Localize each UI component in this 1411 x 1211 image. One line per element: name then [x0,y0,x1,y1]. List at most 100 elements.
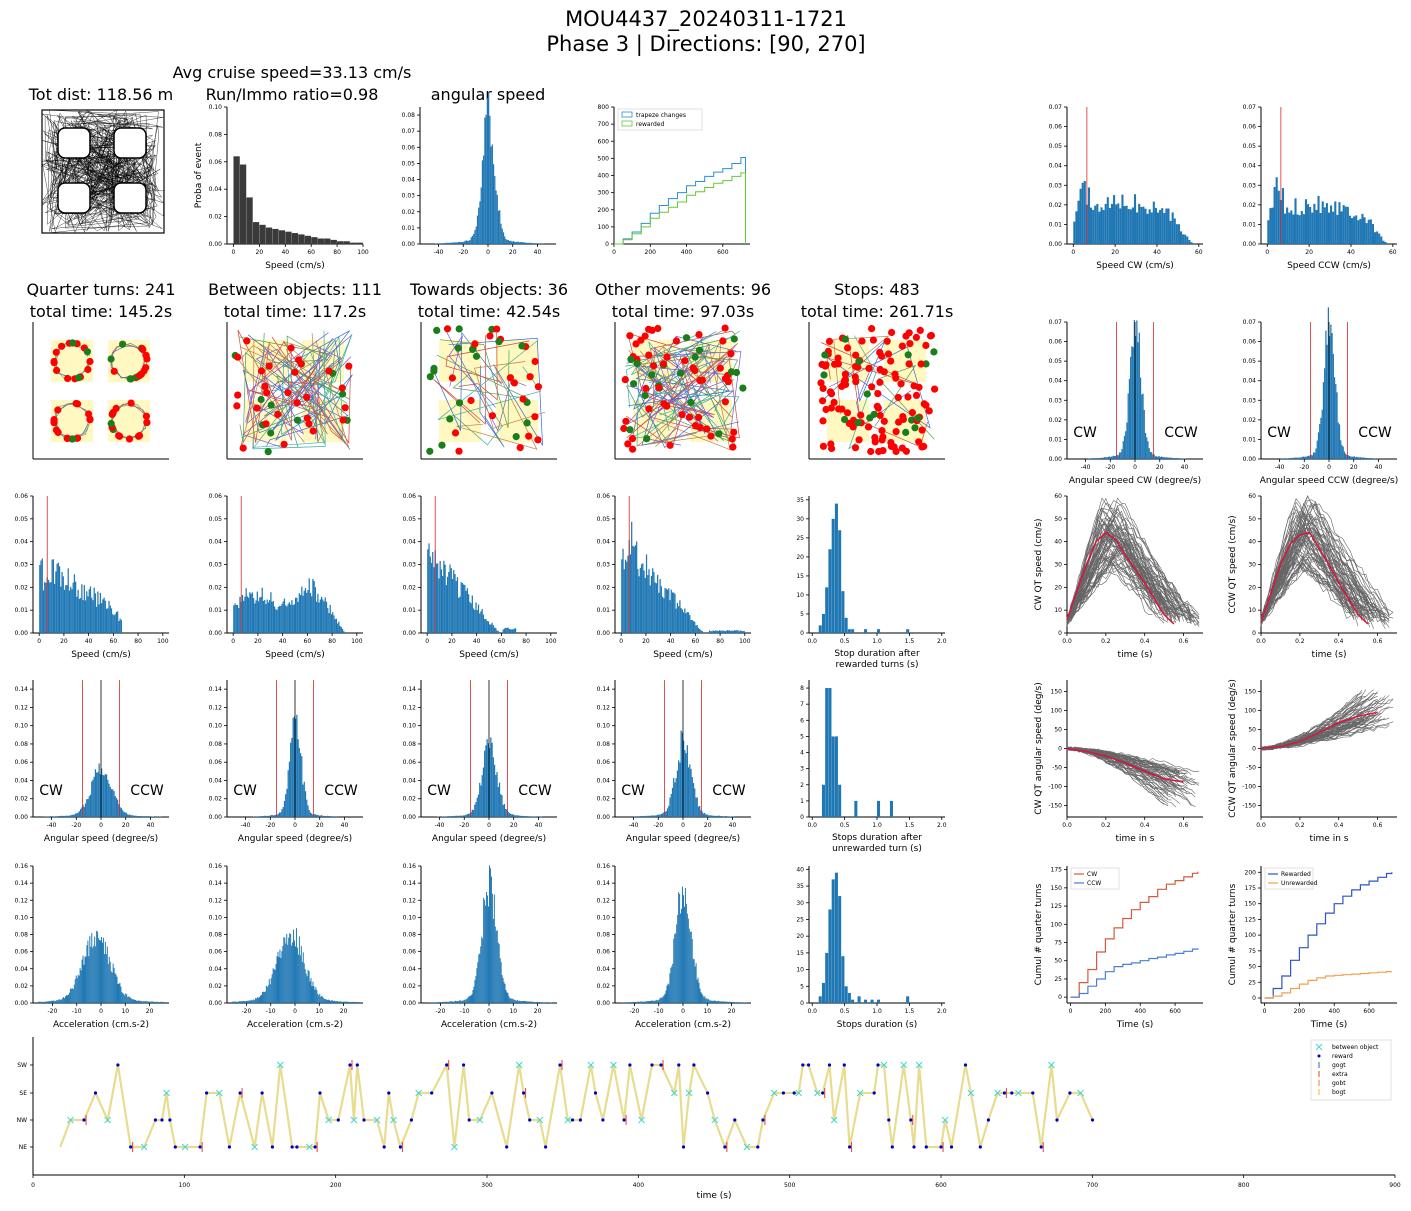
y-tick-label: 0.02 [209,983,223,990]
bar [1330,205,1333,244]
bar [67,995,68,1003]
y-tick-label: 0.00 [15,814,29,821]
bar [261,816,263,817]
y-tick-label: 150 [1051,688,1063,695]
event-point [841,370,850,378]
y-tick-label: 0.14 [209,880,223,887]
bar [727,816,729,817]
bar [702,813,705,817]
bar [351,1001,353,1003]
bar [740,1002,742,1003]
legend-box [617,108,703,131]
y-tick-label: 0.00 [209,1000,223,1007]
bar [471,235,474,244]
y-tick-label: 0.06 [402,144,416,151]
bar [831,736,835,817]
bar [315,987,317,1003]
bar [469,995,471,1003]
bar [334,816,336,817]
bar [489,868,491,1003]
bar [47,1001,49,1003]
y-tick-label: 0.10 [15,914,29,921]
bar [309,592,312,633]
bar [458,597,460,633]
legend-swatch [621,111,633,118]
bar [1179,231,1183,244]
bar [252,816,255,817]
bar [697,806,700,817]
bar [675,608,677,633]
event-point [874,404,882,412]
trial-trace [1066,527,1180,625]
bar [1330,324,1332,459]
panel-title-line1: Between objects: 111 [208,280,382,299]
bar [296,597,298,633]
bar [115,974,117,1003]
bar [485,745,487,817]
event-point [50,357,58,366]
bar [514,815,517,817]
object-zone [113,127,147,159]
event-point [119,340,127,348]
bar [623,1002,625,1003]
bar [659,998,661,1003]
bar [621,1002,623,1003]
bar [91,933,93,1003]
reward-marker [578,1118,583,1122]
event-point [869,336,878,344]
bar [1144,208,1147,244]
event-point [264,448,272,456]
bar [1133,194,1137,244]
bar [354,1001,356,1003]
bar [1351,456,1353,459]
bar [472,810,475,817]
bar [68,992,70,1003]
x-tick-label: 20 [510,822,518,829]
event-point [531,413,539,421]
bar [468,996,470,1003]
bar [532,243,534,244]
bar [87,940,89,1003]
bar [310,978,312,1003]
x-tick-label: 0 [31,1182,35,1189]
bar [1121,194,1124,244]
x-tick-label: 0 [293,1008,297,1015]
y-tick-label: 0.00 [1049,456,1063,463]
bar [694,788,696,817]
bar [729,630,732,633]
bar [138,816,140,817]
bar [505,989,507,1003]
y-tick-label: 60 [1054,493,1062,500]
trajectory-path [458,332,498,401]
bar [746,1002,748,1003]
bar [109,605,111,633]
bar [1173,218,1176,244]
event-point [291,368,299,376]
y-tick-label: 0.00 [1243,241,1257,248]
object-zone [57,182,91,214]
trajectory-path [637,330,741,409]
between-object-marker [564,1116,572,1124]
bar [631,521,633,633]
trial-trace [1260,508,1371,626]
x-tick-label: 60 [304,638,312,645]
bar [719,1001,721,1003]
x-tick-label: 20 [340,1008,348,1015]
event-point [115,432,123,440]
bar [67,815,69,817]
between-object-marker [181,1143,189,1151]
bar [729,816,732,817]
bar [117,611,119,633]
bar [106,946,108,1003]
bar [723,1001,725,1003]
bar [515,1000,517,1003]
y-tick-label: 0.04 [402,177,416,184]
trajectory-path [636,344,675,393]
between-object-marker [900,1061,908,1069]
y-axis-label: CW QT speed (cm/s) [1034,519,1044,611]
y-tick-label: 0.06 [597,949,611,956]
bar [717,630,719,633]
bar [499,958,501,1003]
x-tick-label: 10 [121,1008,129,1015]
